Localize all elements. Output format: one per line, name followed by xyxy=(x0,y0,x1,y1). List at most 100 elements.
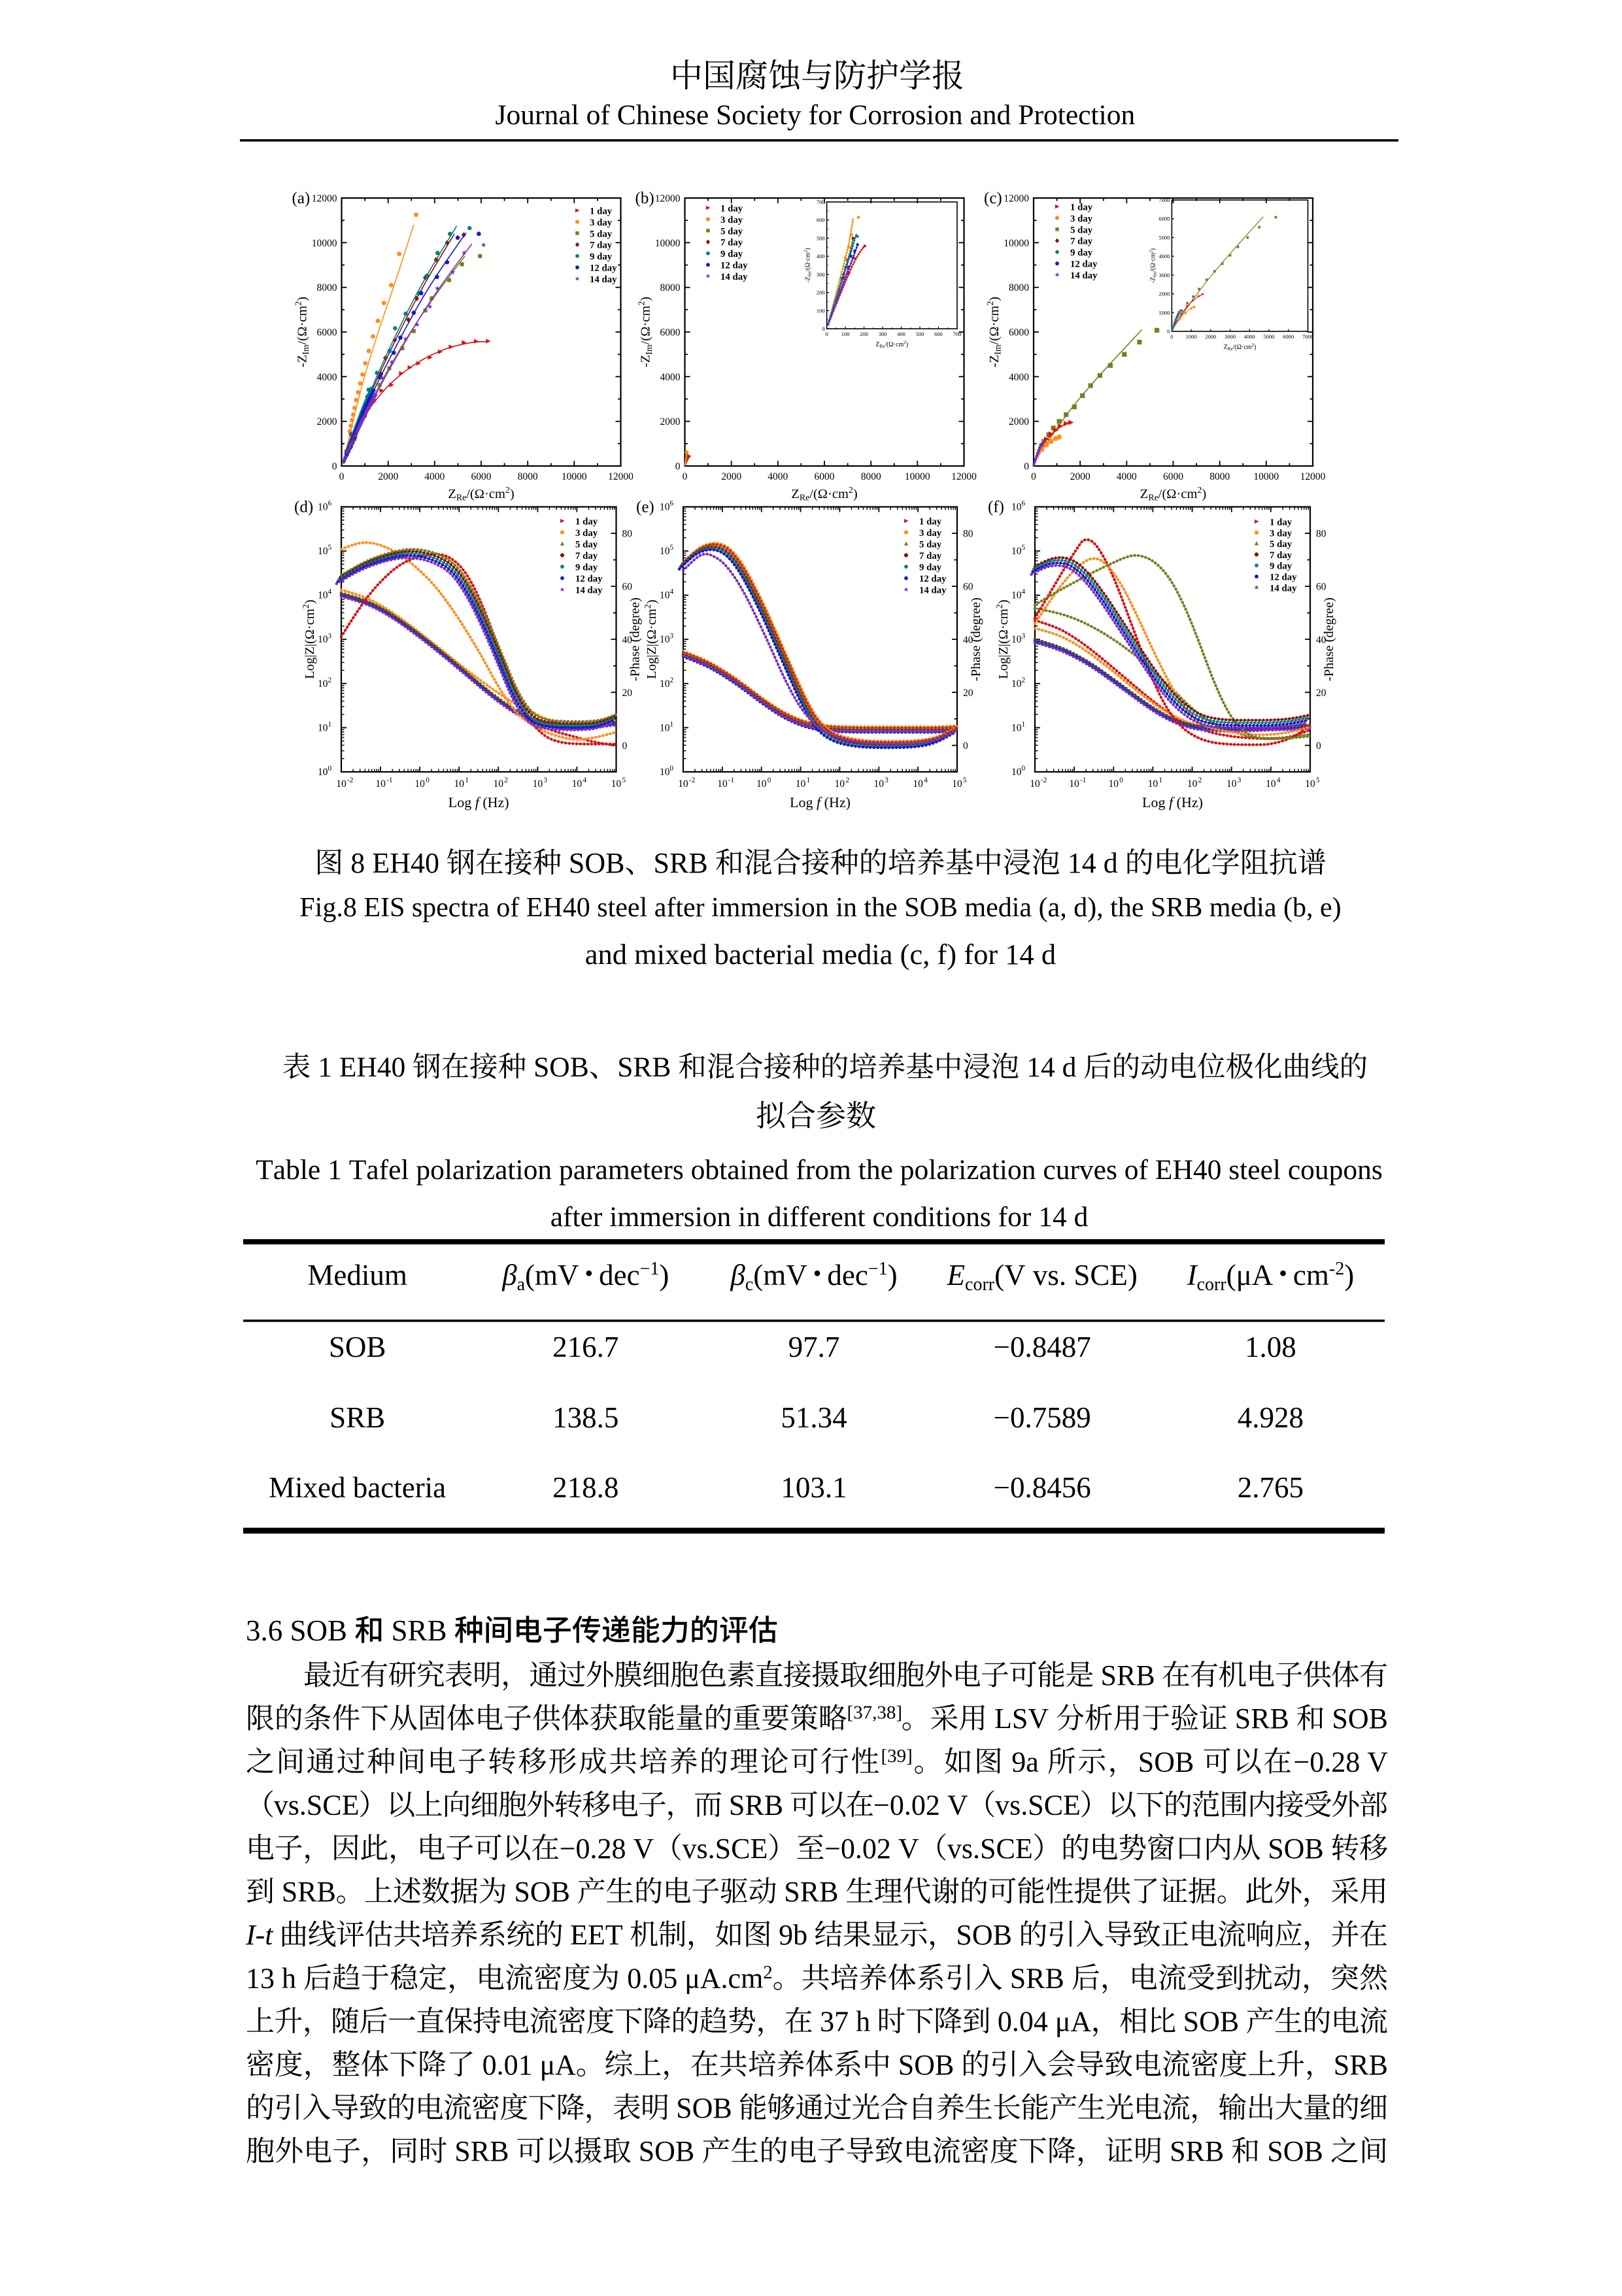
svg-text:3 day: 3 day xyxy=(575,528,598,539)
svg-text:vs.SCE: vs.SCE xyxy=(995,1789,1081,1822)
svg-text:9 day: 9 day xyxy=(1270,561,1293,572)
svg-text:12000: 12000 xyxy=(655,193,681,205)
svg-text:10: 10 xyxy=(318,678,328,690)
svg-text:SRB: SRB xyxy=(729,1789,783,1822)
svg-text:103.1: 103.1 xyxy=(781,1471,847,1504)
svg-text:300: 300 xyxy=(879,331,887,337)
svg-text:2000: 2000 xyxy=(660,416,681,427)
svg-text:10: 10 xyxy=(796,778,806,790)
svg-text:10: 10 xyxy=(336,778,346,790)
svg-text:10000: 10000 xyxy=(905,471,930,482)
svg-text:80: 80 xyxy=(963,529,973,540)
svg-text:60: 60 xyxy=(963,582,973,593)
svg-text:SOB: SOB xyxy=(533,1052,589,1083)
svg-text:9b: 9b xyxy=(779,1919,807,1951)
svg-text:7 day: 7 day xyxy=(590,241,613,251)
svg-text:2: 2 xyxy=(763,1962,773,1983)
svg-text:βc(mV • dec−1): βc(mV • dec−1) xyxy=(730,1259,897,1295)
svg-text:Log f (Hz): Log f (Hz) xyxy=(448,794,509,810)
svg-text:-2: -2 xyxy=(1041,776,1047,784)
svg-text:0: 0 xyxy=(963,740,968,752)
svg-text:200: 200 xyxy=(860,331,868,337)
svg-text:-ZIm/(Ω·cm2): -ZIm/(Ω·cm2) xyxy=(803,248,813,282)
svg-text:1: 1 xyxy=(328,720,332,728)
svg-text:4000: 4000 xyxy=(768,471,788,482)
svg-text:10: 10 xyxy=(660,634,670,645)
svg-text:6000: 6000 xyxy=(1283,333,1294,340)
svg-text:10: 10 xyxy=(1148,778,1158,790)
svg-text:0: 0 xyxy=(768,776,771,784)
svg-text:7 day: 7 day xyxy=(1270,550,1293,561)
svg-text:10: 10 xyxy=(318,590,328,601)
svg-text:8000: 8000 xyxy=(660,282,681,293)
svg-text:0: 0 xyxy=(675,461,681,473)
svg-text:SRB: SRB xyxy=(329,1401,385,1434)
svg-text:0: 0 xyxy=(339,471,345,482)
svg-text:9 day: 9 day xyxy=(1070,248,1093,258)
svg-text:12000: 12000 xyxy=(312,193,337,205)
svg-text:10: 10 xyxy=(1011,502,1022,513)
svg-text:0: 0 xyxy=(825,331,828,337)
svg-text:0: 0 xyxy=(1170,333,1173,340)
svg-text:60: 60 xyxy=(1316,582,1326,593)
svg-text:10: 10 xyxy=(1030,778,1040,790)
svg-text:4: 4 xyxy=(1022,588,1026,596)
svg-text:-Phase (degree): -Phase (degree) xyxy=(1322,597,1336,681)
svg-text:218.8: 218.8 xyxy=(552,1471,618,1504)
svg-text:8000: 8000 xyxy=(518,471,538,482)
svg-text:400: 400 xyxy=(897,331,905,337)
svg-text:SOB: SOB xyxy=(898,2049,955,2081)
svg-text:−0.28 V: −0.28 V xyxy=(1293,1746,1388,1778)
svg-text:after immersion in different c: after immersion in different conditions … xyxy=(550,1201,1089,1233)
svg-text:10: 10 xyxy=(414,778,425,790)
svg-text:0: 0 xyxy=(1167,328,1170,335)
svg-text:3: 3 xyxy=(328,632,332,640)
svg-text:and mixed bacterial media (c,: and mixed bacterial media (c, f) for 14 … xyxy=(585,938,1056,971)
svg-text:0: 0 xyxy=(426,776,430,784)
svg-text:1 day: 1 day xyxy=(919,517,942,527)
svg-text:600: 600 xyxy=(934,331,943,337)
svg-text:7 day: 7 day xyxy=(1070,237,1093,247)
svg-text:6: 6 xyxy=(1022,500,1026,508)
svg-text:12 day: 12 day xyxy=(1270,573,1297,583)
svg-text:SRB: SRB xyxy=(454,2135,509,2167)
svg-text:[39]: [39] xyxy=(881,1746,913,1767)
svg-text:1 day: 1 day xyxy=(1270,518,1293,528)
svg-text:ZRe/(Ω·cm2): ZRe/(Ω·cm2) xyxy=(1140,486,1206,503)
svg-text:vs.SCE: vs.SCE xyxy=(947,1833,1033,1865)
svg-text:12 day: 12 day xyxy=(590,263,617,274)
svg-text:216.7: 216.7 xyxy=(552,1331,618,1363)
svg-text:5 day: 5 day xyxy=(1070,225,1093,235)
svg-text:SRB: SRB xyxy=(1235,1703,1289,1735)
svg-text:20: 20 xyxy=(963,688,973,699)
svg-text:2: 2 xyxy=(1198,776,1202,784)
svg-text:SOB: SOB xyxy=(569,847,625,879)
svg-text:10: 10 xyxy=(1011,590,1022,601)
svg-text:4: 4 xyxy=(924,776,928,784)
svg-text:Icorr(μA • cm-2): Icorr(μA • cm-2) xyxy=(1187,1259,1355,1295)
svg-text:10: 10 xyxy=(454,778,464,790)
svg-text:500: 500 xyxy=(916,331,924,337)
svg-text:10: 10 xyxy=(1011,678,1022,690)
svg-text:600: 600 xyxy=(817,217,825,224)
svg-text:I-t: I-t xyxy=(245,1919,274,1951)
svg-text:SRB: SRB xyxy=(1334,2049,1388,2081)
svg-text:-Phase (degree): -Phase (degree) xyxy=(969,597,983,681)
svg-text:4000: 4000 xyxy=(1117,471,1137,482)
svg-text:SRB: SRB xyxy=(1170,2135,1224,2167)
svg-text:9 day: 9 day xyxy=(590,252,613,262)
svg-text:SRB: SRB xyxy=(392,1614,447,1647)
svg-text:3 day: 3 day xyxy=(1270,528,1293,539)
svg-text:2.765: 2.765 xyxy=(1238,1471,1304,1504)
svg-text:12000: 12000 xyxy=(1004,193,1029,205)
svg-text:3.6 SOB: 3.6 SOB xyxy=(246,1614,347,1647)
svg-text:51.34: 51.34 xyxy=(781,1401,847,1434)
svg-text:−0.02 V: −0.02 V xyxy=(824,1833,919,1865)
svg-text:SOB: SOB xyxy=(1267,2135,1323,2167)
svg-text:10: 10 xyxy=(1109,778,1119,790)
svg-text:10: 10 xyxy=(660,590,670,601)
svg-text:5: 5 xyxy=(963,776,967,784)
svg-text:300: 300 xyxy=(817,271,825,278)
svg-text:SOB: SOB xyxy=(514,1876,570,1908)
svg-text:-2: -2 xyxy=(689,776,695,784)
